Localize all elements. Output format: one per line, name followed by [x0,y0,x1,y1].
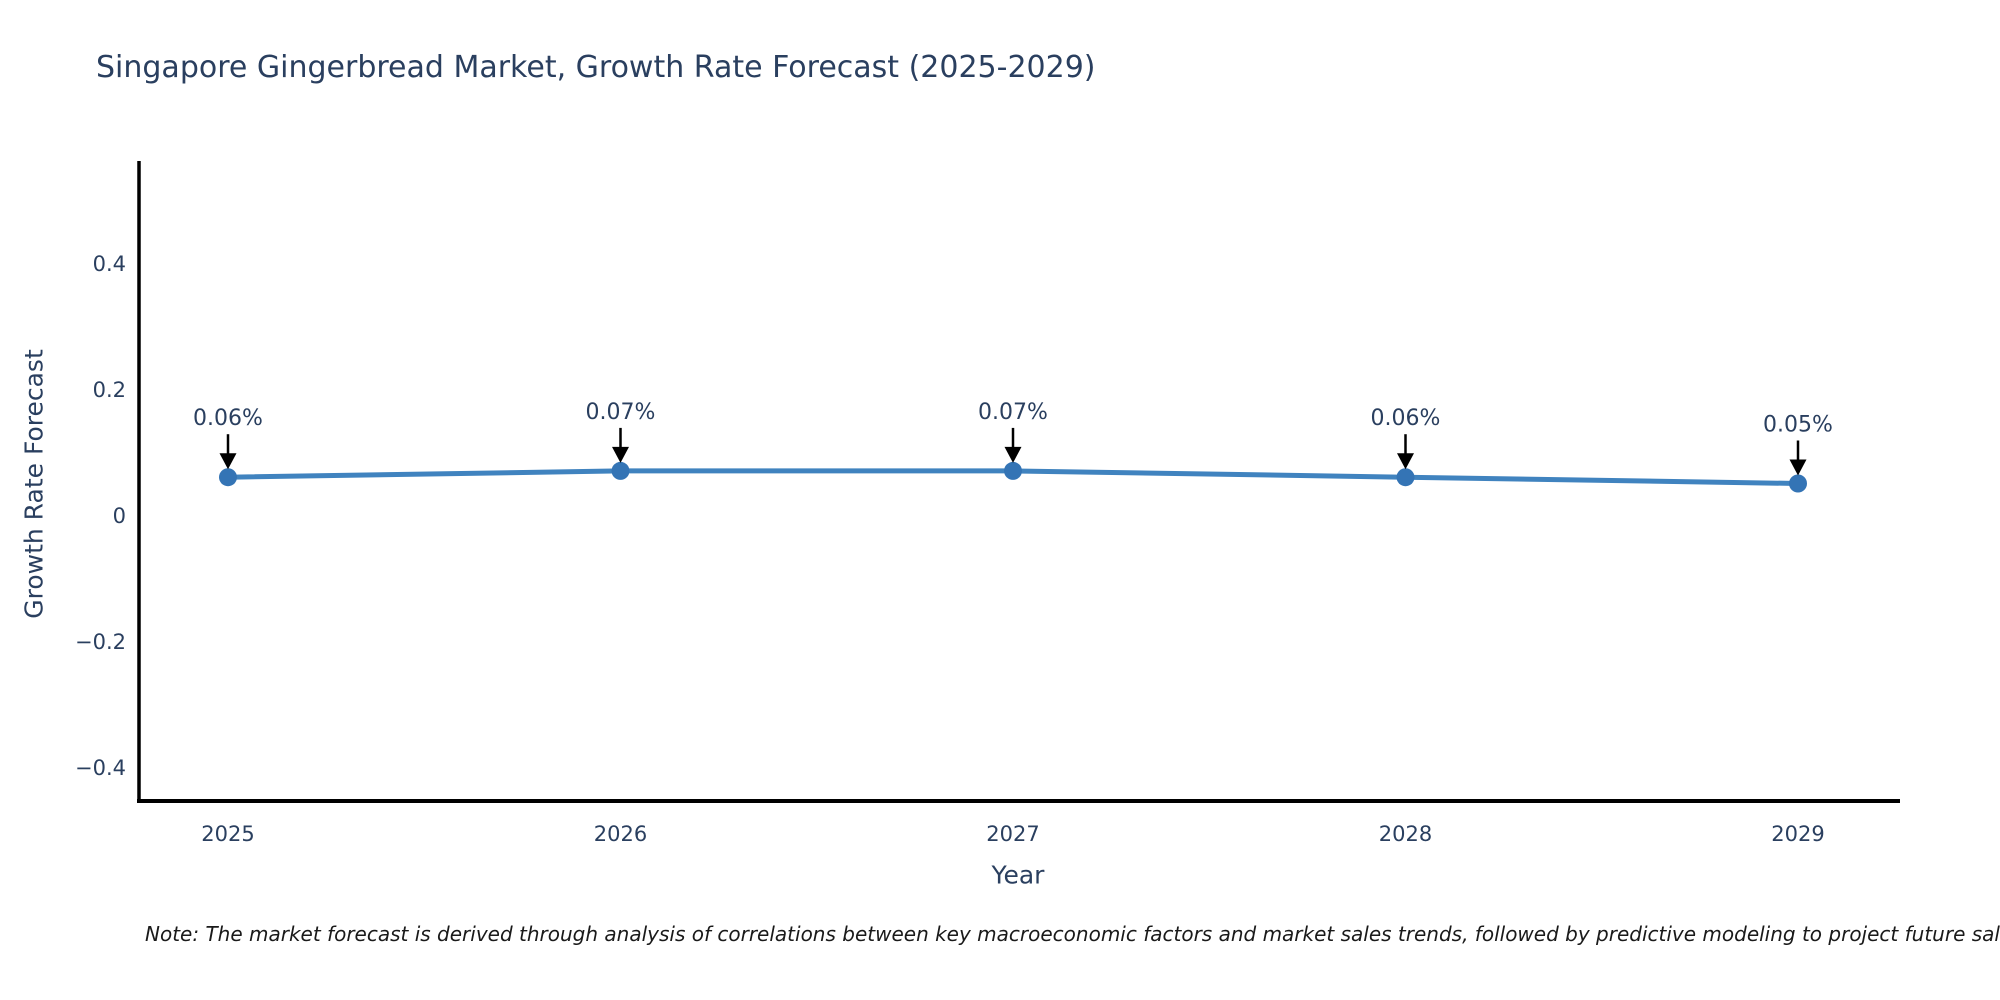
x-tick-label: 2026 [594,822,647,846]
data-point-marker [611,461,630,480]
x-axis-title: Year [991,860,1045,890]
x-tick-label: 2025 [201,822,254,846]
annotation-arrowhead-icon [1004,446,1022,463]
x-tick-label: 2028 [1379,822,1432,846]
data-point-marker [1004,461,1022,480]
data-point-marker [219,468,237,487]
point-annotation-label: 0.05% [1763,413,1833,438]
y-tick-label: −0.4 [75,756,126,780]
footnote-text: Note: The market forecast is derived thr… [145,922,2000,946]
x-tick-label: 2029 [1771,822,1824,846]
y-tick-label: 0.2 [93,378,126,402]
y-tick-label: −0.2 [75,630,126,654]
y-tick-label: 0.4 [93,252,126,276]
annotation-arrowhead-icon [1789,459,1807,476]
point-annotation-label: 0.06% [1371,406,1441,431]
annotation-arrowhead-icon [1397,453,1414,470]
y-tick-label: 0 [113,504,126,528]
point-annotation-label: 0.07% [978,400,1048,425]
x-tick-label: 2027 [986,822,1039,846]
annotation-arrowhead-icon [612,446,629,463]
annotation-arrowhead-icon [219,453,237,470]
chart-title: Singapore Gingerbread Market, Growth Rat… [96,50,1096,85]
point-annotation-label: 0.06% [193,406,263,431]
point-annotation-label: 0.07% [586,400,656,425]
data-point-marker [1789,474,1807,493]
data-point-marker [1396,468,1415,487]
